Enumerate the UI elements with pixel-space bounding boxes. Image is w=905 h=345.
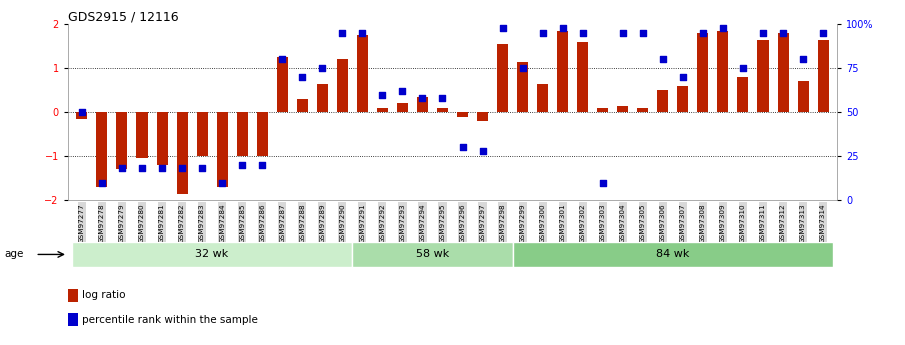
- Text: 32 wk: 32 wk: [195, 249, 229, 259]
- Point: [135, 166, 149, 171]
- Bar: [68, 313, 78, 326]
- Text: age: age: [5, 249, 24, 259]
- Text: log ratio: log ratio: [82, 290, 126, 300]
- Point: [696, 30, 710, 36]
- Bar: [236, 112, 248, 156]
- Bar: [317, 83, 328, 112]
- Bar: [597, 108, 608, 112]
- Point: [816, 30, 831, 36]
- Point: [255, 162, 270, 168]
- Bar: [738, 77, 748, 112]
- Point: [195, 166, 209, 171]
- Bar: [657, 90, 669, 112]
- Bar: [577, 42, 588, 112]
- Bar: [517, 61, 529, 112]
- Bar: [68, 289, 78, 302]
- Point: [95, 180, 110, 185]
- Bar: [777, 33, 788, 112]
- Point: [676, 74, 691, 80]
- Bar: [357, 35, 367, 112]
- Point: [295, 74, 310, 80]
- Point: [315, 66, 329, 71]
- Bar: [698, 33, 709, 112]
- Point: [355, 30, 369, 36]
- Bar: [417, 97, 428, 112]
- Text: 58 wk: 58 wk: [415, 249, 449, 259]
- Point: [776, 30, 790, 36]
- Bar: [97, 112, 108, 187]
- Bar: [216, 112, 228, 187]
- Bar: [817, 40, 829, 112]
- Point: [736, 66, 750, 71]
- Point: [635, 30, 650, 36]
- Bar: [538, 83, 548, 112]
- Point: [435, 95, 450, 101]
- Bar: [557, 31, 568, 112]
- Bar: [71, 241, 352, 267]
- Point: [716, 25, 730, 30]
- Point: [214, 180, 229, 185]
- Text: 84 wk: 84 wk: [656, 249, 690, 259]
- Bar: [637, 108, 648, 112]
- Bar: [376, 108, 388, 112]
- Point: [756, 30, 770, 36]
- Bar: [512, 241, 834, 267]
- Bar: [76, 112, 88, 119]
- Point: [275, 57, 290, 62]
- Point: [235, 162, 250, 168]
- Bar: [117, 112, 128, 169]
- Point: [795, 57, 810, 62]
- Bar: [277, 57, 288, 112]
- Point: [495, 25, 510, 30]
- Point: [595, 180, 610, 185]
- Point: [536, 30, 550, 36]
- Point: [376, 92, 390, 97]
- Bar: [176, 112, 187, 194]
- Bar: [257, 112, 268, 156]
- Point: [115, 166, 129, 171]
- Point: [515, 66, 529, 71]
- Bar: [457, 112, 468, 117]
- Bar: [352, 241, 512, 267]
- Point: [74, 109, 89, 115]
- Bar: [196, 112, 207, 156]
- Bar: [677, 86, 689, 112]
- Bar: [137, 112, 148, 158]
- Bar: [477, 112, 488, 121]
- Point: [615, 30, 630, 36]
- Point: [556, 25, 570, 30]
- Bar: [718, 31, 729, 112]
- Bar: [397, 104, 408, 112]
- Text: GDS2915 / 12116: GDS2915 / 12116: [68, 10, 178, 23]
- Point: [335, 30, 349, 36]
- Point: [576, 30, 590, 36]
- Bar: [437, 108, 448, 112]
- Bar: [297, 99, 308, 112]
- Point: [155, 166, 169, 171]
- Point: [415, 95, 430, 101]
- Bar: [757, 40, 768, 112]
- Point: [655, 57, 670, 62]
- Point: [175, 166, 189, 171]
- Bar: [497, 44, 508, 112]
- Bar: [617, 106, 628, 112]
- Bar: [797, 81, 808, 112]
- Point: [455, 145, 470, 150]
- Bar: [337, 59, 348, 112]
- Point: [395, 88, 410, 94]
- Text: percentile rank within the sample: percentile rank within the sample: [82, 315, 258, 325]
- Bar: [157, 112, 167, 165]
- Point: [475, 148, 490, 154]
